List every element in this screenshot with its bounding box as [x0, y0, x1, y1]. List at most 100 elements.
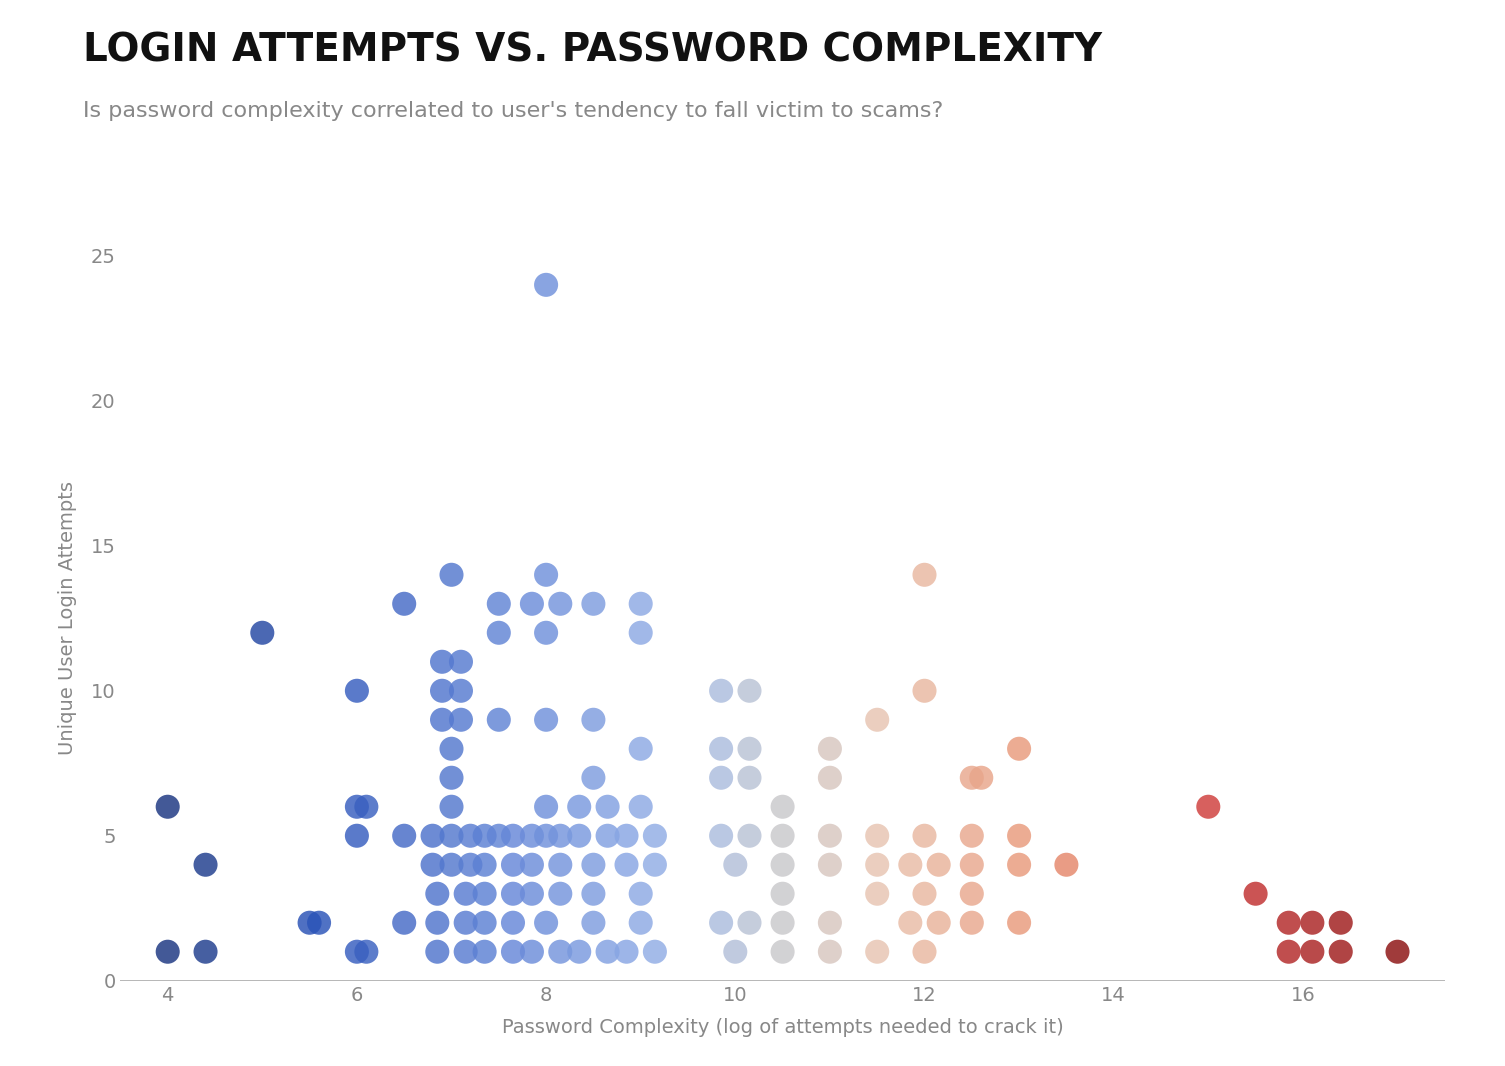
Point	[865, 856, 889, 873]
Point	[960, 915, 984, 932]
Point	[865, 885, 889, 902]
Point	[643, 856, 667, 873]
Point	[581, 856, 605, 873]
Point	[307, 915, 331, 932]
Point	[960, 770, 984, 787]
Point	[567, 943, 591, 960]
Point	[737, 770, 762, 787]
Point	[473, 827, 497, 844]
Point	[501, 856, 525, 873]
Point	[1329, 915, 1353, 932]
X-axis label: Password Complexity (log of attempts needed to crack it): Password Complexity (log of attempts nee…	[501, 1018, 1064, 1037]
Point	[817, 915, 841, 932]
Point	[898, 915, 923, 932]
Point	[519, 595, 543, 612]
Point	[596, 827, 620, 844]
Point	[194, 943, 218, 960]
Point	[771, 856, 795, 873]
Point	[473, 856, 497, 873]
Point	[581, 885, 605, 902]
Point	[194, 856, 218, 873]
Point	[581, 711, 605, 728]
Point	[1276, 915, 1300, 932]
Point	[724, 856, 748, 873]
Point	[448, 653, 473, 671]
Point	[960, 885, 984, 902]
Point	[737, 740, 762, 757]
Point	[737, 915, 762, 932]
Point	[548, 885, 572, 902]
Point	[420, 856, 444, 873]
Point	[629, 915, 653, 932]
Point	[709, 770, 733, 787]
Point	[155, 943, 179, 960]
Point	[439, 740, 464, 757]
Point	[709, 740, 733, 757]
Point	[1007, 856, 1031, 873]
Point	[519, 943, 543, 960]
Point	[486, 827, 510, 844]
Point	[865, 827, 889, 844]
Point	[426, 885, 450, 902]
Point	[865, 711, 889, 728]
Point	[548, 943, 572, 960]
Point	[519, 885, 543, 902]
Point	[439, 770, 464, 787]
Point	[430, 682, 455, 699]
Point	[473, 885, 497, 902]
Point	[1055, 856, 1079, 873]
Point	[817, 856, 841, 873]
Point	[865, 943, 889, 960]
Point	[345, 827, 369, 844]
Point	[345, 943, 369, 960]
Point	[771, 827, 795, 844]
Point	[426, 915, 450, 932]
Point	[548, 827, 572, 844]
Point	[771, 943, 795, 960]
Point	[501, 915, 525, 932]
Point	[1007, 915, 1031, 932]
Point	[501, 885, 525, 902]
Point	[629, 798, 653, 815]
Point	[960, 856, 984, 873]
Point	[1300, 943, 1324, 960]
Point	[298, 915, 322, 932]
Point	[709, 682, 733, 699]
Point	[817, 770, 841, 787]
Point	[567, 798, 591, 815]
Point	[1243, 885, 1267, 902]
Point	[473, 915, 497, 932]
Point	[519, 856, 543, 873]
Point	[548, 856, 572, 873]
Point	[614, 943, 638, 960]
Point	[737, 827, 762, 844]
Point	[534, 625, 558, 642]
Point	[643, 943, 667, 960]
Point	[420, 827, 444, 844]
Point	[709, 915, 733, 932]
Point	[817, 943, 841, 960]
Point	[453, 915, 477, 932]
Point	[629, 885, 653, 902]
Point	[912, 566, 936, 583]
Point	[534, 827, 558, 844]
Point	[486, 625, 510, 642]
Point	[501, 827, 525, 844]
Point	[581, 595, 605, 612]
Point	[486, 711, 510, 728]
Point	[393, 827, 417, 844]
Point	[501, 943, 525, 960]
Point	[426, 943, 450, 960]
Point	[439, 827, 464, 844]
Point	[724, 943, 748, 960]
Point	[354, 798, 378, 815]
Point	[1196, 798, 1221, 815]
Point	[448, 711, 473, 728]
Point	[771, 885, 795, 902]
Point	[534, 566, 558, 583]
Point	[1007, 740, 1031, 757]
Point	[1276, 943, 1300, 960]
Point	[345, 798, 369, 815]
Point	[912, 885, 936, 902]
Point	[430, 653, 455, 671]
